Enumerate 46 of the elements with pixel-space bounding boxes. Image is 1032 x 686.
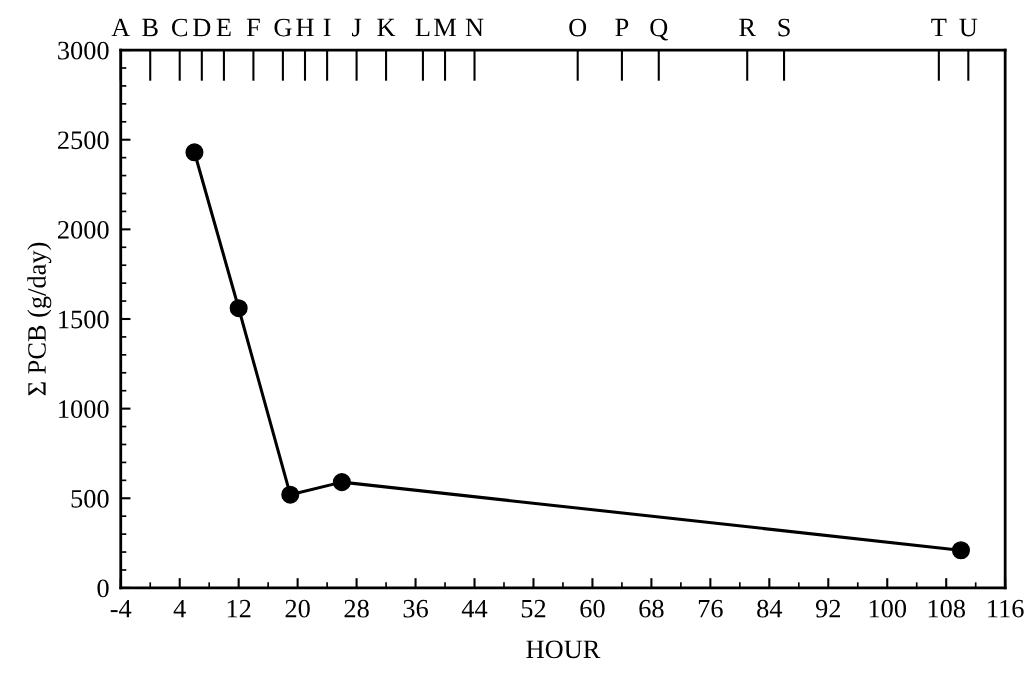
ref-line-label: F bbox=[246, 18, 260, 37]
y-tick-label: 2500 bbox=[58, 131, 109, 150]
ref-line-label: L bbox=[415, 18, 430, 37]
ref-line-label: A bbox=[111, 18, 131, 37]
x-tick-label: 28 bbox=[344, 599, 369, 618]
y-tick-label: 1500 bbox=[59, 310, 109, 329]
ref-line-label: H bbox=[296, 18, 314, 37]
x-tick-label: 60 bbox=[580, 599, 605, 618]
ref-line-label: S bbox=[778, 18, 790, 37]
x-tick-label: 20 bbox=[285, 599, 310, 618]
ref-line-label: N bbox=[465, 18, 484, 37]
x-tick-label: 4 bbox=[173, 599, 186, 618]
ref-line-label: M bbox=[434, 18, 456, 37]
x-tick-label: 36 bbox=[403, 599, 428, 618]
ref-line-label: R bbox=[739, 18, 756, 37]
x-tick-label: 52 bbox=[521, 599, 546, 618]
ref-line-label: T bbox=[931, 18, 947, 37]
x-tick-label: 116 bbox=[988, 599, 1024, 618]
x-tick-label: 100 bbox=[869, 599, 907, 618]
x-tick-label: 68 bbox=[639, 599, 664, 618]
y-tick-label: 0 bbox=[97, 579, 109, 598]
ref-line-label: E bbox=[216, 18, 231, 37]
x-tick-label: 92 bbox=[815, 599, 841, 618]
ref-line-label: C bbox=[171, 18, 188, 37]
ref-line-label: J bbox=[352, 18, 362, 37]
y-tick-label: 2000 bbox=[58, 220, 109, 239]
x-tick-label: 44 bbox=[461, 599, 488, 618]
ref-line-label: G bbox=[274, 18, 292, 37]
ref-line-label: O bbox=[569, 18, 587, 37]
ref-line-label: I bbox=[323, 18, 331, 37]
ref-line-label: K bbox=[377, 18, 396, 37]
x-tick-label: 12 bbox=[227, 599, 251, 618]
ref-line-label: Q bbox=[650, 18, 668, 41]
y-axis-title: Σ PCB (g/day) bbox=[27, 242, 52, 396]
x-tick-label: 84 bbox=[757, 599, 783, 618]
y-tick-label: 1000 bbox=[59, 400, 109, 419]
ref-line-label: B bbox=[142, 18, 158, 37]
x-tick-label: -4 bbox=[110, 599, 132, 618]
x-tick-label: 76 bbox=[698, 599, 723, 618]
ref-line-label: D bbox=[193, 18, 211, 37]
y-tick-label: 3000 bbox=[58, 41, 109, 60]
y-tick-label: 500 bbox=[71, 489, 109, 508]
x-tick-label: 108 bbox=[928, 599, 965, 618]
ref-line-label: P bbox=[615, 18, 629, 37]
x-axis-title: HOUR bbox=[526, 640, 601, 659]
ref-line-label: U bbox=[959, 18, 978, 37]
